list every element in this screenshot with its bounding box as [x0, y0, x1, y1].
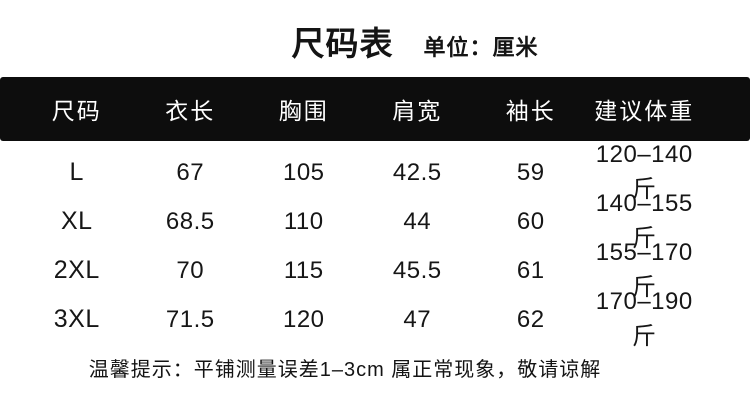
shoulder-width-cell: 44	[403, 207, 432, 235]
sleeve-length-cell: 62	[516, 305, 545, 333]
shoulder-width-cell: 42.5	[392, 158, 442, 186]
suggested-weight-cell: 170–190斤	[595, 288, 693, 350]
suggested-weight-cell: 155–170斤	[595, 239, 693, 301]
table-header-row: 尺码 衣长 胸围 肩宽 袖长 建议体重	[0, 77, 750, 141]
bust-cell: 115	[283, 256, 324, 284]
table-row-L: L 67 105 42.5 59 120–140斤	[0, 141, 750, 203]
header-cell-garment-length: 衣长	[165, 98, 216, 124]
bust-cell: 105	[282, 158, 325, 186]
page-title: 尺码表 单位：厘米	[40, 0, 750, 77]
chart-title: 尺码表	[291, 25, 394, 62]
header-cell-size: 尺码	[51, 98, 102, 124]
table-row-3XL: 3XL 71.5 120 47 62 170–190斤	[0, 288, 750, 350]
size-cell: 3XL	[53, 305, 100, 333]
shoulder-width-cell: 47	[403, 305, 432, 333]
garment-length-cell: 71.5	[165, 305, 215, 333]
garment-length-cell: 67	[176, 158, 205, 186]
header-cell-bust: 胸围	[278, 98, 329, 124]
bust-cell: 120	[282, 305, 325, 333]
size-cell: XL	[60, 207, 93, 235]
sleeve-length-cell: 60	[516, 207, 545, 235]
sleeve-length-cell: 59	[516, 158, 545, 186]
table-row-2XL: 2XL 70 115 45.5 61 155–170斤	[0, 239, 750, 301]
unit-label: 单位：厘米	[423, 35, 539, 60]
garment-length-cell: 70	[176, 256, 205, 284]
shoulder-width-cell: 45.5	[392, 256, 442, 284]
size-cell: L	[69, 158, 84, 186]
measurement-disclaimer: 温馨提示：平铺测量误差1–3cm 属正常现象，敬请谅解	[88, 359, 602, 381]
size-cell: 2XL	[53, 256, 100, 284]
suggested-weight-cell: 120–140斤	[595, 141, 693, 203]
table-row-XL: XL 68.5 110 44 60 140–155斤	[0, 190, 750, 252]
suggested-weight-cell: 140–155斤	[595, 190, 693, 252]
header-cell-suggested-weight: 建议体重	[594, 98, 695, 124]
header-cell-shoulder-width: 肩宽	[392, 98, 443, 124]
garment-length-cell: 68.5	[165, 207, 215, 235]
sleeve-length-cell: 61	[516, 256, 545, 284]
header-cell-sleeve-length: 袖长	[505, 98, 556, 124]
table-body: L 67 105 42.5 59 120–140斤 XL 68.5 110 44…	[0, 141, 750, 350]
bust-cell: 110	[283, 207, 324, 235]
